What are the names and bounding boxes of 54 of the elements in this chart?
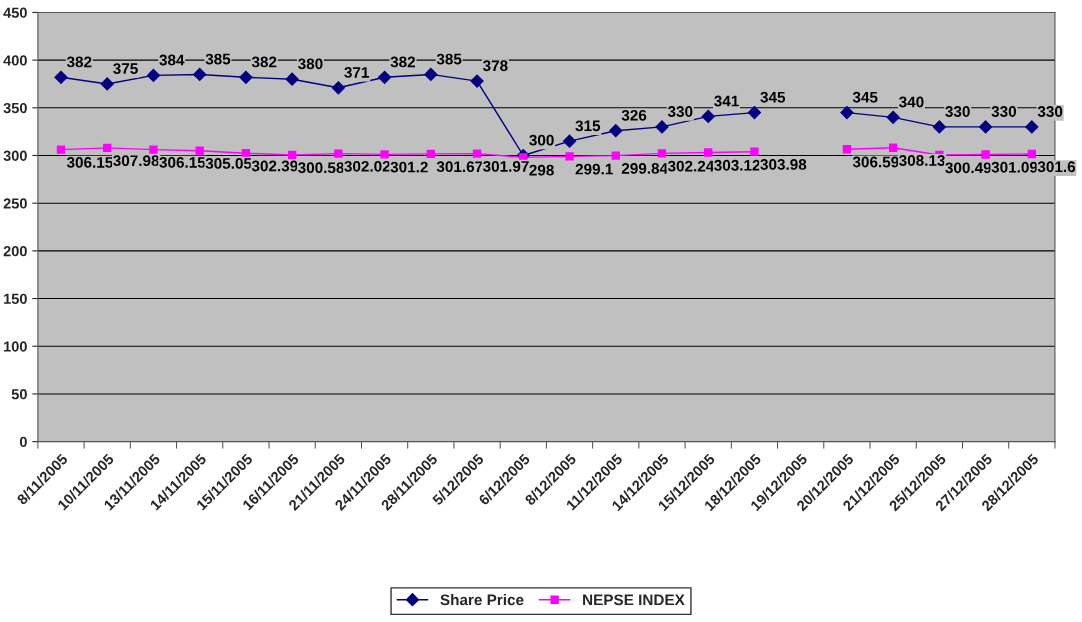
data-label: 300.58 xyxy=(298,162,344,174)
data-label: 301.6 xyxy=(1037,161,1076,173)
data-label: 330 xyxy=(945,106,970,117)
data-label: 375 xyxy=(113,63,138,75)
data-label: 345 xyxy=(760,91,786,103)
data-label: 340 xyxy=(899,96,924,108)
data-label: 303.98 xyxy=(760,159,807,170)
data-label: 315 xyxy=(575,120,601,132)
y-tick-label: 300 xyxy=(3,150,27,161)
data-label: 306.59 xyxy=(852,156,899,168)
y-tick-label: 100 xyxy=(4,341,27,352)
legend-label: Share Price xyxy=(440,594,524,606)
y-tick-label: 50 xyxy=(11,389,27,400)
data-label: 306.15 xyxy=(66,156,113,168)
data-label: 345 xyxy=(852,91,878,103)
data-label: 385 xyxy=(205,53,231,65)
data-label: 301.09 xyxy=(991,161,1038,173)
data-label: 302.02 xyxy=(344,160,391,172)
y-tick-label: 400 xyxy=(3,55,27,66)
y-tick-label: 250 xyxy=(3,198,27,209)
y-tick-label: 200 xyxy=(3,245,27,257)
data-label: 299.84 xyxy=(621,163,668,174)
data-label: 378 xyxy=(482,60,508,72)
legend-label: NEPSE INDEX xyxy=(583,594,685,606)
data-label: 382 xyxy=(390,56,416,68)
data-label: 298 xyxy=(529,164,554,176)
data-label: 384 xyxy=(159,54,185,66)
data-label: 326 xyxy=(621,109,647,121)
data-label: 305.05 xyxy=(205,158,252,169)
data-label: 341 xyxy=(714,95,739,107)
data-label: 300 xyxy=(529,134,554,146)
data-label: 330 xyxy=(991,106,1017,117)
data-label: 302.24 xyxy=(667,160,715,172)
y-tick-label: 450 xyxy=(3,7,27,18)
data-label: 307.98 xyxy=(113,155,160,167)
data-label: 330 xyxy=(1037,106,1063,117)
data-label: 301.67 xyxy=(436,161,483,173)
data-label: 302.39 xyxy=(251,160,298,172)
data-label: 308.13 xyxy=(899,155,945,166)
y-tick-label: 0 xyxy=(19,436,27,448)
data-label: 371 xyxy=(344,67,369,78)
data-label: 385 xyxy=(436,53,462,65)
y-tick-label: 150 xyxy=(4,293,27,304)
data-label: 300.49 xyxy=(945,162,992,174)
y-tick-label: 350 xyxy=(3,102,27,114)
data-label: 306.15 xyxy=(159,156,206,168)
data-label: 303.12 xyxy=(714,159,760,171)
data-label: 299.1 xyxy=(575,163,613,175)
data-label: 301.2 xyxy=(390,161,428,173)
data-label: 380 xyxy=(298,58,323,70)
data-label: 330 xyxy=(667,106,693,117)
data-label: 301.97 xyxy=(482,160,529,172)
data-label: 382 xyxy=(66,56,92,68)
data-label: 382 xyxy=(251,56,277,68)
